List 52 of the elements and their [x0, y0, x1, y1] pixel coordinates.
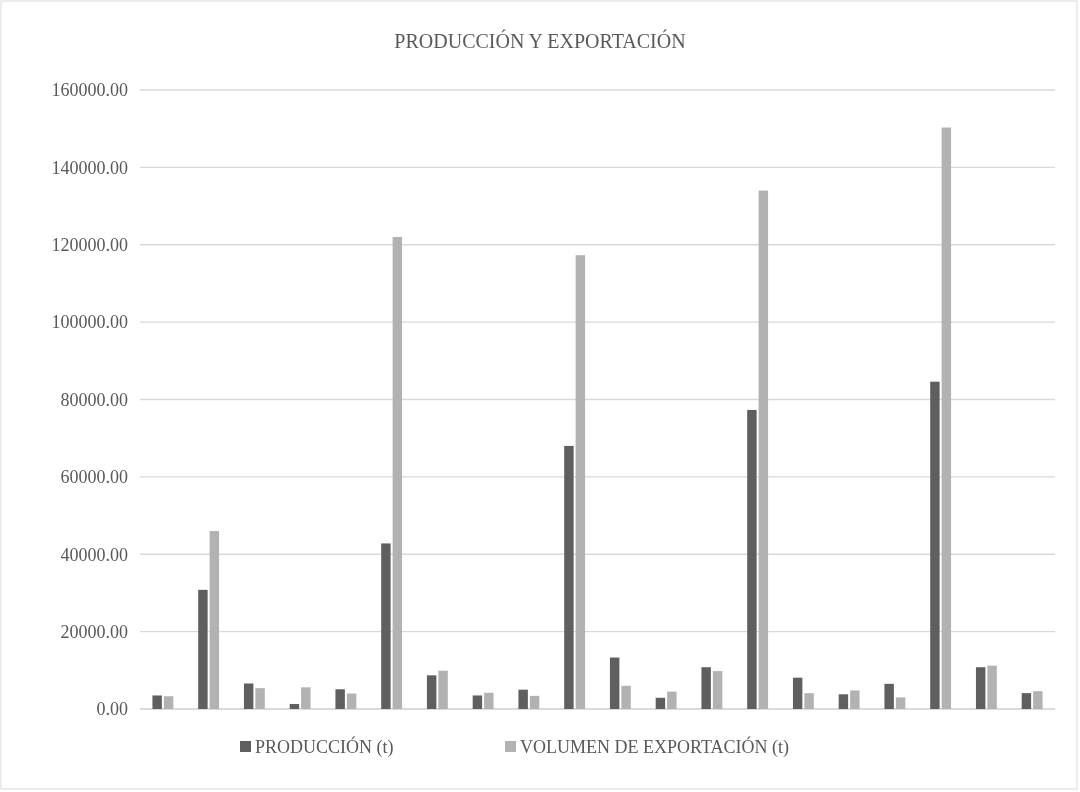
bar	[850, 690, 860, 709]
bar	[392, 237, 403, 709]
bar	[518, 689, 528, 709]
y-tick-label: 60000.00	[60, 467, 128, 488]
bar	[243, 683, 254, 709]
bar	[346, 693, 357, 709]
bar	[529, 695, 540, 709]
bar	[1021, 693, 1032, 709]
bar	[804, 693, 814, 709]
bar	[655, 697, 666, 709]
y-tick-label: 80000.00	[60, 389, 128, 410]
bar	[941, 127, 952, 709]
bar	[758, 190, 769, 709]
bar	[438, 670, 448, 709]
bar	[987, 665, 997, 709]
y-tick-label: 140000.00	[51, 157, 128, 178]
bar	[609, 657, 620, 709]
bar	[838, 694, 849, 709]
bar	[884, 683, 894, 709]
legend-label: VOLUMEN DE EXPORTACIÓN (t)	[520, 736, 789, 759]
bar	[975, 667, 986, 709]
y-tick-label: 0.00	[96, 699, 128, 720]
bar	[792, 677, 803, 709]
y-tick-label: 40000.00	[60, 544, 128, 565]
bar	[564, 445, 574, 709]
chart-title: PRODUCCIÓN Y EXPORTACIÓN	[394, 29, 686, 52]
bar	[575, 255, 586, 709]
bar	[152, 695, 162, 709]
legend-label: PRODUCCIÓN (t)	[255, 736, 394, 759]
bar	[712, 671, 723, 709]
bar	[701, 667, 711, 709]
y-tick-label: 160000.00	[51, 80, 128, 101]
bar	[301, 687, 311, 709]
y-tick-label: 100000.00	[51, 312, 128, 333]
bar	[747, 409, 757, 709]
bar	[484, 692, 494, 709]
bar	[930, 381, 940, 709]
bar	[209, 531, 220, 709]
bar	[255, 688, 265, 709]
bar	[895, 697, 906, 709]
bar	[667, 691, 677, 709]
bar	[198, 589, 208, 709]
bar	[381, 543, 391, 709]
bar	[621, 685, 631, 709]
bar	[472, 695, 483, 709]
bar	[163, 696, 174, 709]
y-tick-label: 120000.00	[51, 235, 128, 256]
y-tick-label: 20000.00	[60, 621, 128, 642]
bar	[289, 703, 300, 709]
bar	[335, 689, 345, 709]
bar	[426, 675, 437, 709]
bar	[1033, 691, 1043, 709]
